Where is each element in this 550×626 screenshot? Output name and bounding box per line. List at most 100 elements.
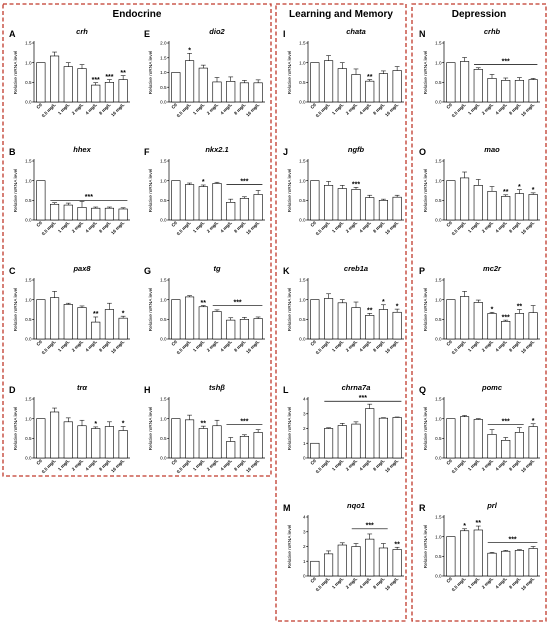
panel-k-ytick-label: 1.5 (299, 278, 306, 283)
panel-q-bar (501, 439, 511, 459)
panel-n-bar (501, 80, 511, 103)
panel-n-ytick-label: 1.5 (435, 41, 442, 46)
panel-a-xtick-label: Ctl (35, 102, 43, 110)
panel-r-xtick-label: 4 mg/L (494, 576, 508, 590)
panel-g-bar (171, 299, 181, 340)
panel-m-ytick-label: 0 (303, 574, 306, 579)
panel-o-xtick-label: 2 mg/L (481, 220, 495, 234)
panel-j-xtick-label: 4 mg/L (358, 220, 372, 234)
panel-f-bracket-label: *** (240, 178, 248, 185)
panel-b-ytick-label: 1.0 (25, 178, 32, 183)
panel-d-ytick-label: 0.0 (25, 456, 32, 461)
panel-l-ylabel: Relative mRNA level (287, 407, 293, 451)
panel-d-bar (36, 418, 46, 459)
panel-k-bar (378, 309, 388, 340)
panel-a-bar (77, 68, 87, 103)
panel-h-ytick-label: 1.5 (160, 397, 167, 402)
panel-a-ylabel: Relative mRNA level (13, 51, 19, 95)
panel-n-bracket-label: *** (502, 58, 510, 65)
panel-l-xtick-label: 4 mg/L (358, 458, 372, 472)
panel-e-ytick-label: 1.5 (160, 55, 167, 60)
panel-p-xtick-label: 0.5 mg/L (451, 339, 467, 355)
panel-m-ylabel: Relative mRNA level (287, 525, 293, 569)
panel-n-xtick-label: 0.5 mg/L (451, 102, 467, 118)
panel-g-ytick-label: 0.5 (160, 317, 167, 322)
panel-r-xtick-label: Ctl (445, 576, 453, 584)
panel-f-bar (253, 194, 263, 221)
panel-a-xtick-label: 2 mg/L (71, 102, 85, 116)
panel-c-ytick-label: 1.5 (25, 278, 32, 283)
panel-c-xtick-label: 4 mg/L (84, 339, 98, 353)
panel-f-ytick-label: 0.0 (160, 218, 167, 223)
panel-f-ytick-label: 0.5 (160, 198, 167, 203)
panel-p-xtick-label: 4 mg/L (494, 339, 508, 353)
panel-g-xtick-label: Ctl (170, 339, 178, 347)
panel-b-xtick-label: Ctl (35, 220, 43, 228)
panel-r-ylabel: Relative mRNA level (423, 525, 429, 569)
panel-p-title: mc2r (483, 264, 502, 273)
panel-r-bar (473, 529, 483, 577)
panel-i-xtick-label: 2 mg/L (345, 102, 359, 116)
panel-h-bar (239, 436, 249, 459)
panel-k-significance: ** (367, 308, 373, 315)
panel-h-bar (171, 418, 181, 459)
panel-c-significance: ** (93, 311, 99, 318)
panel-m-letter: M (283, 503, 291, 513)
panel-k-title: creb1a (344, 264, 368, 273)
panel-d-ytick-label: 1.5 (25, 397, 32, 402)
panel-l-ytick-label: 3 (303, 411, 306, 416)
panel-c-letter: C (9, 266, 16, 276)
panel-g-xtick-label: 1 mg/L (192, 339, 206, 353)
panel-q-bar (487, 434, 497, 459)
panel-a-letter: A (9, 29, 16, 39)
panel-o-bar (514, 193, 524, 221)
panel-a-bar (63, 66, 73, 103)
panel-n-bar (446, 62, 456, 103)
panel-i-xtick-label: 1 mg/L (331, 102, 345, 116)
panel-o-ytick-label: 1.5 (435, 159, 442, 164)
panel-j-bar (365, 197, 375, 221)
panel-o-title: mao (484, 145, 500, 154)
panel-d-title: trα (77, 383, 87, 392)
panel-g-ytick-label: 1.5 (160, 278, 167, 283)
panel-l-xtick-label: 16 mg/L (384, 458, 399, 473)
panel-l-bracket-label: *** (359, 395, 367, 402)
panel-g-bar (226, 319, 236, 340)
panel-c-bar (118, 317, 128, 340)
panel-c-title: pax8 (72, 264, 91, 273)
panel-i-significance: ** (367, 74, 373, 81)
panel-e-title: dio2 (209, 27, 225, 36)
panel-d-bar (77, 425, 87, 459)
panel-r-letter: R (419, 503, 426, 513)
panel-q-xtick-label: 0.5 mg/L (451, 458, 467, 474)
panel-b-bar (36, 180, 46, 221)
panel-i-ytick-label: 0.0 (299, 100, 306, 105)
panel-d-bar (91, 428, 101, 459)
panel-g-bar (185, 296, 195, 340)
panel-f-ytick-label: 1.0 (160, 178, 167, 183)
panel-b-letter: B (9, 147, 16, 157)
panel-k-bar (365, 315, 375, 340)
panel-p-xtick-label: 1 mg/L (467, 339, 481, 353)
panel-a-ytick-label: 1.0 (25, 60, 32, 65)
panel-h-xtick-label: 0.5 mg/L (176, 458, 192, 474)
group-title-depression: Depression (452, 9, 506, 20)
panel-b-bracket-label: *** (85, 194, 93, 201)
panel-p-bar (501, 320, 511, 340)
panel-f-xtick-label: 2 mg/L (206, 220, 220, 234)
panel-m-bar (337, 544, 347, 577)
panel-p-significance: * (491, 306, 494, 313)
panel-d-ytick-label: 1.0 (25, 416, 32, 421)
panel-o-ytick-label: 0.0 (435, 218, 442, 223)
panel-i-bar (310, 62, 320, 103)
panel-k-xtick-label: Ctl (309, 339, 317, 347)
panel-r-xtick-label: 2 mg/L (481, 576, 495, 590)
panel-d-xtick-label: Ctl (35, 458, 43, 466)
panel-e-xtick-label: 16 mg/L (245, 102, 260, 117)
panel-n-xtick-label: 1 mg/L (467, 102, 481, 116)
panel-k-letter: K (283, 266, 290, 276)
panel-a-xtick-label: 4 mg/L (84, 102, 98, 116)
panel-p-ytick-label: 0.5 (435, 317, 442, 322)
